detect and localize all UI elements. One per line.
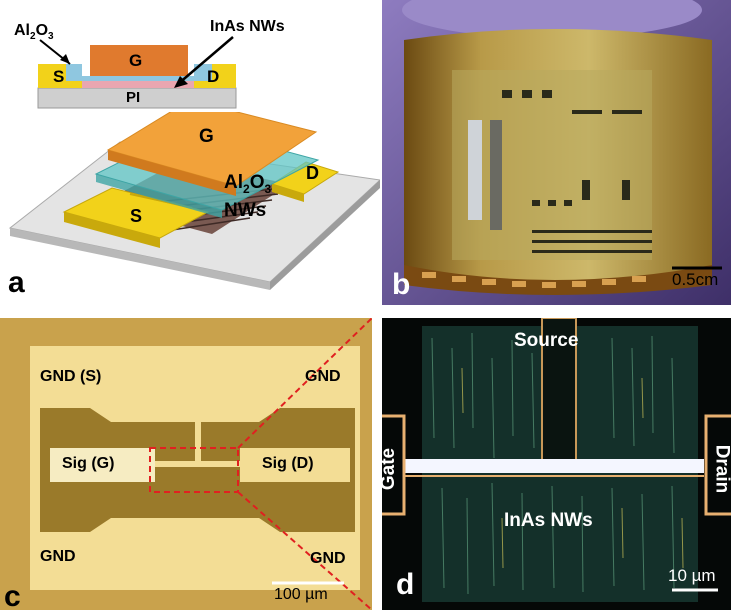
gate-lead-d — [382, 414, 406, 516]
source-stub-top — [195, 422, 201, 462]
panel-d-darkfield: Source Gate Drain InAs NWs d 10 µm — [382, 318, 731, 610]
sig-gate-label: Sig (G) — [62, 455, 115, 472]
gate-electrode — [90, 45, 188, 76]
metal-strip-1 — [468, 120, 482, 220]
bottom-contacts — [422, 272, 646, 288]
inas-nws-label-d: InAs NWs — [504, 510, 593, 531]
inas-nws-label: InAs NWs — [210, 18, 285, 35]
gate-side — [108, 150, 236, 196]
panel-a: Al2O3 InAs NWs G S D PI — [0, 0, 380, 305]
film-bottom-edge — [404, 265, 712, 295]
panel-b-photo: b 0.5cm — [382, 0, 731, 305]
source-label-d: Source — [514, 330, 579, 351]
zoom-line-top — [237, 318, 372, 449]
source-label-cs: S — [53, 67, 65, 86]
sig-drain-pad — [240, 448, 350, 482]
cross-section-diagram — [37, 36, 237, 109]
metal-strip-2 — [490, 120, 502, 230]
drain-label-cs: D — [207, 67, 220, 86]
gnd-bottom-left-label: GND — [40, 548, 76, 565]
drain-side — [272, 184, 304, 202]
zoom-box — [149, 447, 239, 493]
al2o3-label: Al2O3 — [14, 22, 54, 43]
sig-drain-label: Sig (D) — [262, 455, 314, 472]
drain-label-3d: D — [306, 163, 319, 183]
device-3d-schematic — [8, 112, 380, 290]
scale-bar-label-d: 10 µm — [668, 566, 716, 585]
gate-label-cs: G — [129, 51, 143, 70]
pi-label: PI — [126, 89, 141, 106]
drain-label-d: Drain — [711, 444, 731, 494]
dark-field-micrograph — [382, 318, 731, 610]
nws-label-3d: NWs — [224, 200, 267, 221]
flexible-device-photo — [382, 0, 731, 305]
al2o3-side — [96, 174, 222, 218]
source-label-3d: S — [130, 206, 143, 226]
panel-c-optical: GND (S) GND Sig (G) Sig (D) GND GND c 10… — [0, 318, 372, 610]
panel-a-letter: a — [8, 266, 25, 299]
gate-lead — [155, 461, 240, 467]
gate-label-3d: G — [199, 126, 214, 147]
substrate-side — [270, 180, 380, 290]
glove-thumb-top — [402, 0, 702, 38]
panel-c-letter: c — [4, 580, 21, 610]
nanowire-texture — [431, 332, 675, 595]
nanowire-highlights — [461, 367, 684, 569]
panel-d-letter: d — [396, 568, 415, 601]
sig-gate-pad — [50, 448, 155, 482]
panel-b-letter: b — [392, 268, 411, 301]
device-array — [502, 90, 652, 253]
scale-bar-label-b: 0.5cm — [672, 270, 719, 289]
gnd-s-label: GND (S) — [40, 368, 102, 385]
scale-bar-label-c: 100 µm — [274, 586, 328, 603]
gate-electrode-d — [404, 459, 704, 473]
gate-label-d: Gate — [382, 447, 400, 491]
al2o3-label-3d: Al2O3 — [224, 172, 272, 196]
al2o3-arrowhead — [60, 54, 70, 64]
nw-arrow — [177, 36, 234, 85]
gnd-bottom-right-label: GND — [310, 550, 346, 567]
nw-arrowhead — [174, 76, 188, 88]
gnd-top-right-label: GND — [305, 368, 341, 385]
optical-micrograph — [0, 318, 372, 610]
nanowire-layer — [66, 81, 212, 88]
circuit-pattern — [452, 70, 652, 260]
source-side — [64, 212, 160, 248]
oxide-layer — [66, 64, 212, 81]
source-electrode-d — [541, 318, 577, 463]
drain-lead-d — [704, 414, 731, 516]
substrate-edge — [10, 228, 270, 290]
